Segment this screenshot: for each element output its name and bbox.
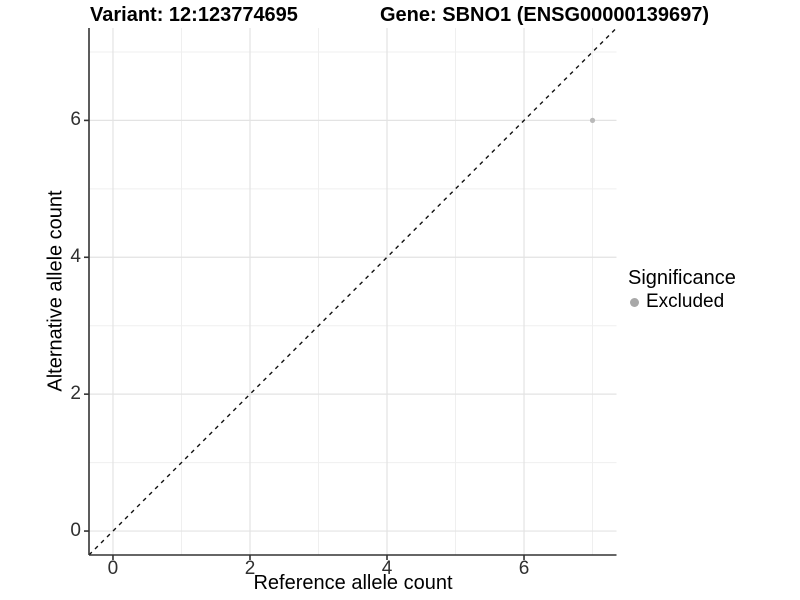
excluded-point-icon xyxy=(630,297,639,307)
legend: Significance Excluded xyxy=(628,266,736,313)
y-tick-label: 6 xyxy=(70,109,81,131)
y-tick-label: 4 xyxy=(70,246,81,268)
x-tick-label: 6 xyxy=(518,558,530,579)
identity-reference-line xyxy=(88,27,617,556)
variant-title: Variant: 12:123774695 xyxy=(90,4,298,26)
legend-title: Significance xyxy=(628,267,736,289)
y-tick-label: 2 xyxy=(70,383,81,405)
x-tick-label: 4 xyxy=(381,558,393,579)
legend-item-excluded: Excluded xyxy=(628,291,736,313)
x-tick-label: 2 xyxy=(244,558,256,579)
x-axis-title: Reference allele count xyxy=(253,572,453,594)
legend-item-label: Excluded xyxy=(646,291,725,312)
data-point xyxy=(589,117,596,123)
gene-title: Gene: SBNO1 (ENSG00000139697) xyxy=(380,4,710,26)
x-tick-label: 0 xyxy=(107,558,119,579)
y-tick-label: 0 xyxy=(70,520,81,542)
y-axis-title: Alternative allele count xyxy=(44,190,67,392)
